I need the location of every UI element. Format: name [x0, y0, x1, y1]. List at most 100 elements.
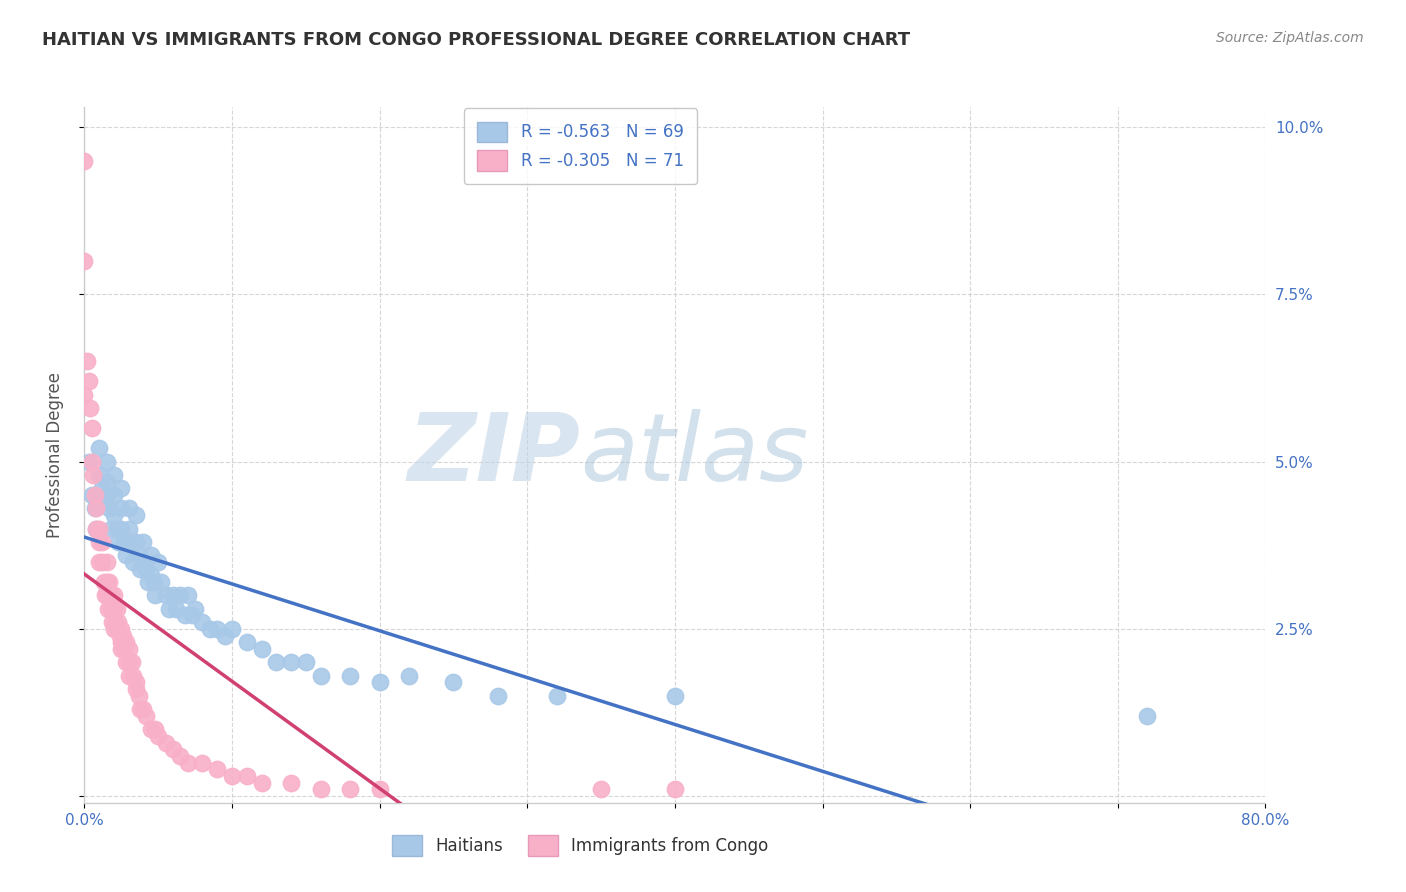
Point — [112, 642, 135, 657]
Point — [100, 521, 122, 535]
Point — [129, 702, 152, 716]
Point — [76, 354, 98, 368]
Point — [110, 635, 132, 649]
Point — [162, 742, 184, 756]
Point — [198, 622, 221, 636]
Point — [118, 669, 141, 683]
Point — [398, 669, 420, 683]
Point — [94, 589, 117, 603]
Point — [103, 589, 125, 603]
Point — [93, 494, 115, 508]
Point — [110, 642, 132, 657]
Point — [110, 501, 132, 516]
Point — [280, 655, 302, 669]
Point — [128, 548, 150, 563]
Point — [118, 501, 141, 516]
Point — [236, 769, 259, 783]
Point — [309, 782, 332, 797]
Point — [135, 562, 157, 576]
Point — [177, 756, 200, 770]
Text: HAITIAN VS IMMIGRANTS FROM CONGO PROFESSIONAL DEGREE CORRELATION CHART: HAITIAN VS IMMIGRANTS FROM CONGO PROFESS… — [42, 31, 910, 49]
Point — [221, 769, 243, 783]
Point — [73, 253, 96, 268]
Point — [309, 669, 332, 683]
Point — [107, 615, 129, 630]
Point — [83, 488, 105, 502]
Point — [143, 589, 166, 603]
Point — [129, 562, 152, 576]
Point — [91, 555, 114, 569]
Point — [205, 622, 228, 636]
Point — [118, 521, 141, 535]
Point — [91, 534, 114, 549]
Point — [84, 501, 107, 516]
Point — [132, 702, 155, 716]
Point — [104, 615, 127, 630]
Point — [77, 455, 100, 469]
Point — [105, 521, 128, 535]
Point — [1136, 708, 1159, 723]
Point — [486, 689, 509, 703]
Point — [122, 669, 145, 683]
Text: Source: ZipAtlas.com: Source: ZipAtlas.com — [1216, 31, 1364, 45]
Point — [114, 655, 136, 669]
Point — [83, 501, 105, 516]
Point — [546, 689, 568, 703]
Point — [103, 467, 125, 482]
Text: atlas: atlas — [581, 409, 808, 500]
Point — [181, 608, 204, 623]
Point — [103, 622, 125, 636]
Point — [132, 555, 155, 569]
Point — [96, 455, 118, 469]
Point — [96, 488, 118, 502]
Point — [110, 482, 132, 496]
Point — [122, 555, 145, 569]
Point — [191, 615, 214, 630]
Point — [280, 775, 302, 790]
Point — [112, 534, 135, 549]
Point — [111, 628, 134, 642]
Point — [89, 442, 111, 455]
Point — [295, 655, 318, 669]
Point — [107, 534, 129, 549]
Point — [250, 775, 273, 790]
Point — [114, 635, 136, 649]
Point — [82, 467, 104, 482]
Point — [139, 723, 162, 737]
Point — [98, 501, 121, 516]
Point — [250, 642, 273, 657]
Point — [125, 534, 148, 549]
Point — [205, 762, 228, 776]
Point — [162, 589, 184, 603]
Point — [73, 387, 96, 401]
Point — [214, 628, 236, 642]
Point — [121, 655, 143, 669]
Point — [157, 602, 180, 616]
Point — [96, 574, 118, 589]
Point — [100, 602, 122, 616]
Point — [128, 689, 150, 703]
Point — [96, 555, 118, 569]
Point — [155, 589, 177, 603]
Point — [110, 622, 132, 636]
Point — [125, 681, 148, 696]
Point — [105, 622, 128, 636]
Point — [191, 756, 214, 770]
Point — [184, 602, 207, 616]
Point — [80, 421, 103, 435]
Point — [155, 735, 177, 749]
Point — [169, 589, 191, 603]
Point — [110, 521, 132, 535]
Point — [142, 574, 165, 589]
Point — [89, 467, 111, 482]
Point — [148, 555, 170, 569]
Point — [89, 521, 111, 535]
Point — [236, 635, 259, 649]
Point — [100, 589, 122, 603]
Point — [101, 615, 124, 630]
Point — [91, 482, 114, 496]
Point — [664, 782, 686, 797]
Point — [89, 555, 111, 569]
Point — [135, 708, 157, 723]
Point — [264, 655, 288, 669]
